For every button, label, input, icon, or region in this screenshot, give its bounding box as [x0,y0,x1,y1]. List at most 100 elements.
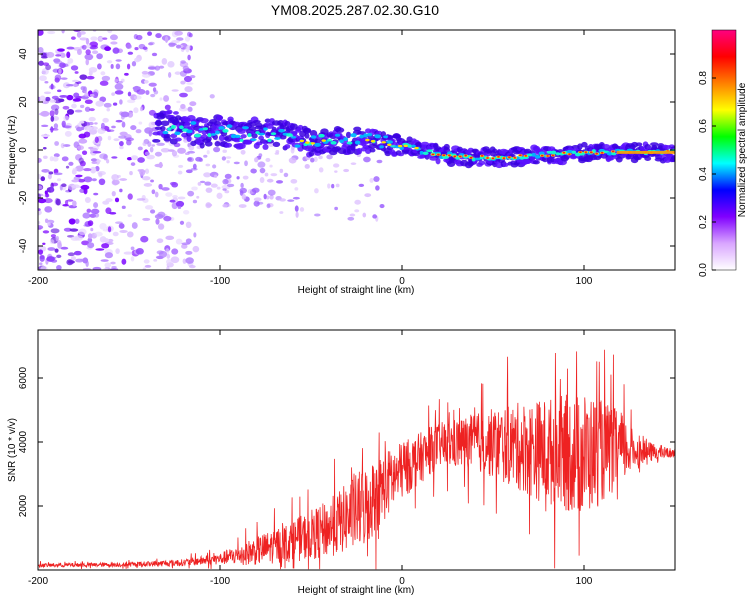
spectrogram-noise-blob [55,198,61,206]
spectrogram-noise-blob [93,192,99,196]
spectrogram-noise-blob [180,60,186,64]
spectrogram-noise-blob [171,248,179,255]
spectrogram-ridge-blob [356,147,363,155]
spectrogram-ridge-blob [320,128,329,135]
spectrogram-noise-blob [69,228,79,232]
spectrogram-noise-blob [56,254,62,259]
spectrogram-noise-blob [107,226,112,233]
spectrogram-noise-blob [153,258,158,262]
spectrogram-noise-blob [70,256,76,261]
spectrogram-ridge-core [215,130,220,135]
spectrogram-ridge-core [526,153,534,157]
spectrogram-noise-blob [67,58,74,64]
spectrogram-ridge-blob [304,132,310,139]
spectrogram-ridge-core [566,149,574,154]
spectrogram-noise-blob [105,207,112,214]
spectrogram-noise-blob [112,231,119,237]
spectrogram-noise-blob [171,40,180,44]
spectrogram-noise-blob [241,193,247,200]
spectrogram-noise-blob [71,184,81,189]
spectrogram-ridge-core [402,142,410,146]
spectrogram-noise-blob [193,232,197,238]
spectrogram-noise-blob [331,183,335,189]
snr-ylabel: SNR (10 * v/v) [7,418,18,482]
spectrogram-hot-spot [414,146,419,150]
spectrogram-noise-blob [206,150,210,155]
spectrogram-ridge-blob [251,133,258,139]
spectrogram-noise-blob [74,218,80,224]
spectrogram-noise-blob [38,47,44,54]
snr-axes: -200 -100 0 100 2000 4000 6000 [18,330,675,587]
spectrogram-noise-blob [103,102,112,108]
spectrogram-ridge-core [407,144,412,148]
spectrogram-ridge-blob [199,118,209,124]
spectrogram-noise-blob [244,160,248,167]
spectrogram-ridge-core [458,153,465,156]
spectrogram-noise-blob [240,182,244,188]
spectrogram-noise-blob [156,255,164,260]
spectrogram-noise-blob [112,47,120,54]
spectrogram-noise-blob [56,178,62,182]
spectrogram-hot-spot [568,153,571,156]
spectrogram-noise-blob [71,179,80,183]
spectrogram-ridge-blob [669,157,675,163]
spectrogram-noise-blob [114,78,119,83]
spectrogram-noise-blob [51,182,59,187]
spectrogram-noise-blob [214,174,218,178]
spectrogram-ridge-core [318,133,325,138]
spectrogram-noise-blob [78,138,88,144]
spectrogram-ridge-core [198,128,205,131]
spectrogram-ridge-blob [302,127,312,134]
spectrogram-noise-blob [79,104,85,109]
spectrogram-hot-spot [305,141,310,144]
spectrogram-noise-blob [266,203,271,209]
spectrogram-ridge-core [419,150,424,155]
spectrogram-noise-blob [376,159,383,164]
spectrogram-noise-blob [53,58,61,63]
spectrogram-ridge-blob [163,136,172,142]
spectrogram-noise-blob [222,178,229,185]
spectrogram-noise-blob [89,108,95,112]
spectrogram-ridge-core [310,135,317,139]
spectrogram-noise-blob [161,187,170,191]
spectrogram-noise-blob [95,248,105,251]
spectrogram-hot-spot [551,154,555,157]
spectrogram-ridge-tail [616,150,675,154]
spectrogram-noise-blob [135,34,143,41]
spectrogram-noise-blob [38,173,42,180]
spectrogram-noise-blob [150,209,156,214]
spectrogram-noise-blob [40,52,47,58]
spectrogram-noise-blob [141,70,149,75]
spectrogram-noise-blob [83,176,93,183]
spectrogram-noise-blob [98,178,106,186]
spectrogram-noise-blob [343,168,350,173]
spectrogram-hot-spot [365,138,370,142]
spectrogram-noise-blob [133,107,139,114]
spectrogram-noise-blob [67,252,75,257]
spectrogram-noise-blob [100,122,105,129]
spectrogram-noise-blob [161,57,168,65]
spectrogram-noise-blob [71,103,77,109]
figure-title: YM08.2025.287.02.30.G10 [271,2,439,18]
spectrogram-ridge-core [239,138,244,142]
spectrogram-ridge-blob [174,137,182,142]
spectrogram-noise-blob [42,230,50,234]
spectrogram-ridge-core [258,132,265,136]
spectrogram-noise-blob [143,79,149,84]
spectrogram-noise-blob [313,156,318,163]
spectrogram-ridge-blob [160,120,170,127]
spectrogram-noise-blob [150,179,154,183]
spectrogram-noise-blob [135,129,142,134]
spectrogram-noise-blob [264,172,269,177]
spectrogram-ridge-core [294,144,301,148]
snr-ytick-label: 2000 [18,494,29,517]
spectrogram-noise-blob [94,231,103,237]
spectrogram-noise-blob [49,99,57,103]
spectrogram-noise-blob [213,146,221,153]
spectrogram-noise-blob [110,261,116,265]
spectrogram-noise-blob [139,106,144,112]
spectrogram-noise-blob [141,176,151,181]
spectrogram-ridge-core [222,129,229,133]
spectrogram-hot-spot [491,157,495,160]
